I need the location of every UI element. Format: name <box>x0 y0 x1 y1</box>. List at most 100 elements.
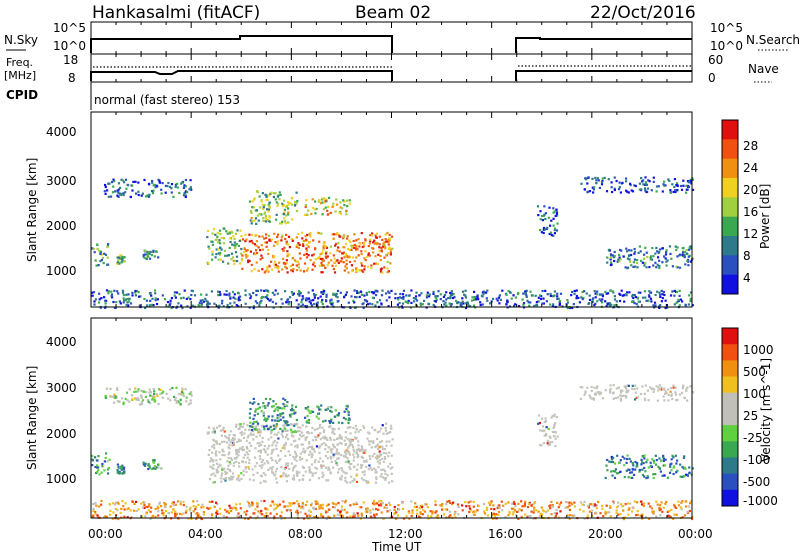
echo-cell <box>355 296 358 299</box>
echo-cell <box>522 302 526 305</box>
echo-cell <box>306 414 309 418</box>
echo-cell <box>380 468 383 471</box>
echo-cell <box>633 500 636 503</box>
echo-cell <box>368 302 371 305</box>
echo-cell <box>432 292 435 295</box>
echo-cell <box>304 438 307 441</box>
echo-cell <box>550 513 553 516</box>
echo-cell <box>118 300 121 303</box>
echo-cell <box>236 229 239 232</box>
echo-cell <box>247 502 251 505</box>
echo-cell <box>260 199 263 202</box>
echo-cell <box>95 504 98 507</box>
echo-cell <box>121 291 125 294</box>
time-tick-1: 04:00 <box>188 527 223 541</box>
velocity-cbar-tick-25: 25 <box>743 409 758 423</box>
echo-cell <box>324 245 327 248</box>
echo-cell <box>239 507 242 510</box>
echo-cell <box>267 252 270 256</box>
echo-cell <box>666 510 669 513</box>
echo-cell <box>267 402 270 405</box>
echo-cell <box>449 501 452 504</box>
echo-cell <box>624 503 627 506</box>
echo-cell <box>508 510 511 513</box>
echo-cell <box>610 460 613 464</box>
freq-tick-top: 18 <box>63 53 78 67</box>
echo-cell <box>637 291 640 294</box>
echo-cell <box>276 242 279 245</box>
echo-cell <box>158 179 161 182</box>
velocity-cbar-tick-minus25: -25 <box>743 431 763 445</box>
echo-cell <box>544 289 547 292</box>
echo-cell <box>544 420 547 423</box>
echo-cell <box>621 294 624 297</box>
echo-cell <box>238 298 242 302</box>
echo-cell <box>289 504 292 507</box>
echo-cell <box>113 503 117 506</box>
echo-cell <box>367 431 370 434</box>
echo-cell <box>669 189 672 192</box>
echo-cell <box>381 424 384 427</box>
echo-cell <box>613 259 616 263</box>
echo-cell <box>540 506 543 509</box>
echo-cell <box>284 220 287 223</box>
echo-cell <box>551 504 554 507</box>
echo-cell <box>122 297 125 300</box>
echo-cell <box>381 457 384 461</box>
echo-cell <box>260 244 263 247</box>
echo-cell <box>361 303 364 306</box>
echo-cell <box>260 213 263 216</box>
echo-cell <box>605 504 608 507</box>
echo-cell <box>189 392 192 395</box>
echo-cell <box>202 510 205 514</box>
echo-cell <box>233 434 236 437</box>
echo-cell <box>396 514 399 517</box>
echo-cell <box>558 503 561 506</box>
echo-cell <box>248 416 251 419</box>
echo-cell <box>279 412 282 416</box>
echo-cell <box>135 509 138 513</box>
echo-cell <box>335 450 338 453</box>
echo-cell <box>117 292 120 295</box>
echo-cell <box>367 480 370 483</box>
echo-cell <box>207 453 210 456</box>
echo-cell <box>301 424 304 427</box>
echo-cell <box>676 266 679 269</box>
echo-cell <box>552 426 555 430</box>
echo-cell <box>344 418 347 421</box>
echo-cell <box>212 228 216 231</box>
echo-cell <box>221 428 224 432</box>
echo-cell <box>237 512 240 515</box>
echo-cell <box>154 250 158 253</box>
echo-cell <box>231 243 234 246</box>
echo-cell <box>612 502 615 505</box>
echo-cell <box>666 306 669 309</box>
echo-cell <box>636 387 639 390</box>
nave-tick-top: 60 <box>708 53 723 67</box>
echo-cell <box>276 265 279 268</box>
echo-cell <box>656 399 659 402</box>
echo-cell <box>679 463 682 466</box>
echo-cell <box>317 200 320 203</box>
echo-cell <box>173 291 176 294</box>
echo-cell <box>111 191 115 194</box>
echo-cell <box>214 474 217 477</box>
echo-cell <box>640 177 643 180</box>
echo-cell <box>283 468 286 471</box>
echo-cell <box>232 442 235 445</box>
echo-cell <box>263 428 266 431</box>
echo-cell <box>238 502 242 505</box>
echo-cell <box>257 431 260 434</box>
colorbar-cell <box>722 139 738 160</box>
echo-cell <box>103 469 106 472</box>
echo-cell <box>253 243 256 246</box>
echo-cell <box>116 290 119 293</box>
echo-cell <box>252 305 255 308</box>
echo-cell <box>360 250 363 253</box>
echo-cell <box>348 417 351 420</box>
time-axis-label: Time UT <box>371 540 422 554</box>
echo-cell <box>292 466 295 470</box>
echo-cell <box>308 441 311 444</box>
echo-cell <box>236 449 239 452</box>
echo-cell <box>647 466 650 469</box>
